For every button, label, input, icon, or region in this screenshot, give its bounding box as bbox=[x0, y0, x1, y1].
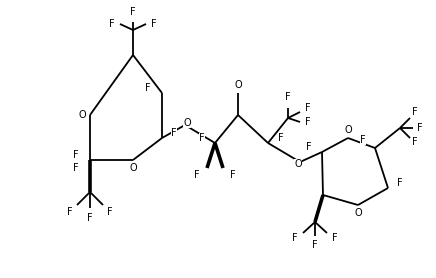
Text: F: F bbox=[292, 233, 298, 243]
Text: F: F bbox=[305, 103, 311, 113]
Text: F: F bbox=[73, 163, 79, 173]
Text: O: O bbox=[294, 159, 302, 169]
Text: F: F bbox=[199, 133, 205, 143]
Text: F: F bbox=[285, 92, 291, 102]
Text: F: F bbox=[194, 170, 200, 180]
Text: F: F bbox=[305, 117, 311, 127]
Text: F: F bbox=[312, 240, 318, 250]
Text: O: O bbox=[344, 125, 352, 135]
Text: F: F bbox=[73, 150, 79, 160]
Text: O: O bbox=[78, 110, 86, 120]
Text: F: F bbox=[151, 19, 157, 29]
Text: F: F bbox=[171, 128, 177, 138]
Text: F: F bbox=[145, 83, 151, 93]
Text: F: F bbox=[306, 142, 312, 152]
Text: O: O bbox=[183, 118, 191, 128]
Text: F: F bbox=[107, 207, 113, 217]
Text: F: F bbox=[230, 170, 236, 180]
Text: O: O bbox=[354, 208, 362, 218]
Text: O: O bbox=[129, 163, 137, 173]
Text: F: F bbox=[109, 19, 115, 29]
Text: O: O bbox=[234, 80, 242, 90]
Text: F: F bbox=[67, 207, 73, 217]
Text: F: F bbox=[412, 137, 418, 147]
Text: F: F bbox=[332, 233, 338, 243]
Text: F: F bbox=[412, 107, 418, 117]
Text: F: F bbox=[87, 213, 93, 223]
Text: F: F bbox=[417, 123, 423, 133]
Text: F: F bbox=[397, 178, 403, 188]
Text: F: F bbox=[360, 135, 366, 145]
Text: F: F bbox=[130, 7, 136, 17]
Text: F: F bbox=[278, 133, 284, 143]
